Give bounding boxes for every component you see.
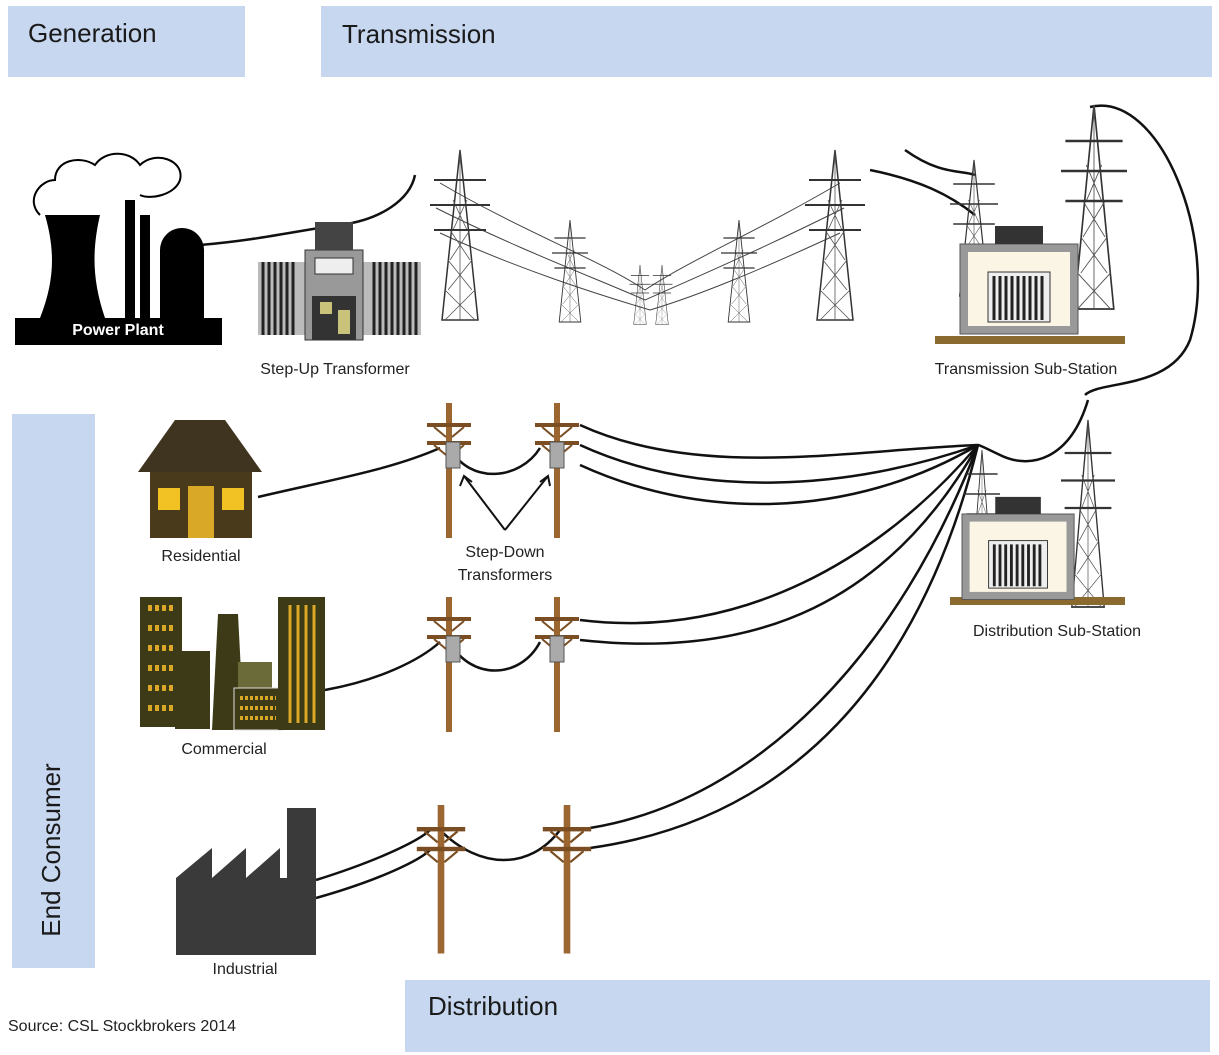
wires-part [904,148,976,177]
section-label: Transmission [342,19,496,49]
wires-part [315,849,431,900]
node-label: Distribution Sub-Station [973,623,1141,640]
step-up-transformer-icon-part [338,310,350,334]
step-up-transformer-icon-part [261,262,418,335]
step-up-transformer-icon-part [320,302,332,314]
transmission-towers [429,149,866,325]
commercial-icon-part [175,651,210,729]
transmission-towers-part [804,149,866,321]
distribution-poles-part [541,803,593,955]
section-boxes-part [405,980,1210,1052]
node-label: Step-Up Transformer [260,361,410,378]
source-note: Source: CSL Stockbrokers 2014 [8,1018,236,1035]
transmission-lines-part [435,207,845,301]
wires-part [579,444,979,625]
distribution-substation-icon-part [950,597,1125,605]
wires-part [589,444,980,850]
wires-part [579,443,979,506]
wires-part [257,446,441,499]
distribution-poles-part [426,402,472,539]
section-label: Distribution [428,991,558,1021]
residential-icon-part [188,486,214,538]
distribution-poles-part [445,635,461,663]
residential-icon-part [138,420,262,472]
commercial-icon-part [240,696,276,720]
distribution-substation-icon-part [960,495,1076,601]
node-label: Power Plant [72,322,164,339]
transmission-towers-part [720,219,758,323]
step-up-transformer-icon-part [315,222,353,250]
section-boxes-part [8,6,245,77]
power-plant-icon-part [125,200,135,318]
industrial-icon [176,808,316,955]
distribution-poles-part [415,803,467,955]
transmission-lines [435,182,845,311]
node-label: Step-Down [465,544,544,561]
section-boxes [8,6,1212,1052]
distribution-poles [415,402,593,955]
wires-part [315,829,431,882]
distribution-substation-icon [950,418,1125,609]
section-label: End Consumer [36,763,66,937]
transmission-lines-part [439,182,841,291]
power-plant-icon-part [140,215,150,318]
transmission-towers-part [551,219,589,323]
arrows-part [463,475,549,531]
arrows-part [459,474,551,487]
commercial-icon-part [288,605,316,723]
distribution-poles-part [426,596,472,733]
distribution-poles-part [534,596,580,733]
residential-icon-part [158,488,180,510]
distribution-poles-part [445,441,461,469]
node-label: Commercial [181,741,266,758]
wires-part [199,174,417,247]
transmission-substation-icon-part [958,224,1080,336]
distribution-poles-part [534,402,580,539]
power-plant-icon-part [40,215,105,318]
node-label: Transformers [458,567,553,584]
power-plant-icon-part [15,318,222,345]
wires-part [1084,104,1200,396]
section-boxes-part [12,414,95,968]
wires-part [448,641,542,672]
arrows [459,474,551,531]
wires-part [977,399,1090,463]
industrial-icon-part [176,808,316,955]
commercial-icon [140,597,325,731]
transmission-substation-icon [935,103,1129,344]
commercial-icon-part [278,597,325,730]
power-plant-icon-part [32,152,182,216]
wires-part [448,447,542,476]
section-label: Generation [28,18,157,48]
wires-part [579,423,979,459]
transmission-substation-icon-part [935,336,1125,344]
wires-part [324,641,441,692]
transmission-towers-part [429,149,491,321]
wires-part [589,444,980,830]
distribution-poles-part [549,635,565,663]
distribution-poles-part [549,441,565,469]
node-label: Transmission Sub-Station [935,361,1118,378]
wires-part [579,444,980,645]
wires-part [439,829,561,862]
power-plant-icon-part [160,228,204,318]
residential-icon-part [222,488,244,510]
residential-icon [138,420,262,538]
node-label: Industrial [213,961,278,978]
wires-part [579,443,979,484]
transmission-lines-part [439,232,841,311]
wires-part [869,168,976,216]
section-boxes-part [321,6,1212,77]
node-label: Residential [161,548,240,565]
transmission-towers-part [651,264,673,325]
power-plant-icon [15,152,222,345]
step-up-transformer-icon-part [314,257,354,275]
step-up-transformer-icon [258,222,421,341]
